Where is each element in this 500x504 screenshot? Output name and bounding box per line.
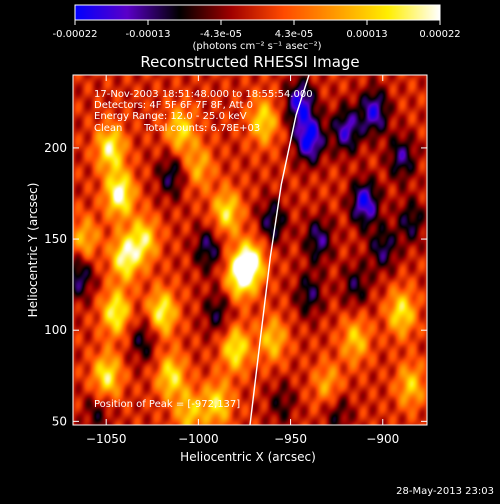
footer-timestamp: 28-May-2013 23:03 [396,486,494,497]
colorbar-tick-label: -0.00022 [53,29,98,40]
colorbar [74,4,441,21]
colorbar-tick-label: 0.00013 [346,29,387,40]
y-tick-label: 50 [52,414,67,428]
chart-title: Reconstructed RHESSI Image [140,53,359,71]
x-tick-label: −1050 [86,432,127,446]
y-tick-label: 200 [44,141,67,155]
solar-limb-curve [249,75,310,425]
y-tick-label: 100 [44,323,67,337]
colorbar-tick-label: -4.3e-05 [200,29,242,40]
annotation-total-counts: Total counts: 6.78E+03 [143,123,260,134]
annotation-peak-position: Position of Peak = [-972,137] [94,399,240,410]
annotation-clean-label: Clean [94,123,122,134]
colorbar-tick-label: -0.00013 [126,29,171,40]
x-tick-label: −900 [366,432,399,446]
plot-frame [72,74,428,426]
annotation-detectors: Detectors: 4F 5F 6F 7F 8F, Att 0 [94,100,253,111]
y-tick-label: 150 [44,232,67,246]
x-axis-ticks: −1050 −1000 −950 −900 [86,75,399,446]
annotation-energy-range: Energy Range: 12.0 - 25.0 keV [94,111,247,122]
colorbar-ticks: -0.00022 -0.00013 -4.3e-05 4.3e-05 0.00013 0.… [53,20,461,40]
heatmap-image [73,75,427,425]
annotation-time-range: 17-Nov-2003 18:51:48.000 to 18:55:54.000 [94,89,313,100]
colorbar-unit-label: (photons cm⁻² s⁻¹ asec⁻²) [192,41,321,52]
x-axis-label: Heliocentric X (arcsec) [180,450,316,464]
x-tick-label: −950 [274,432,307,446]
x-tick-label: −1000 [178,432,219,446]
y-axis-label: Heliocentric Y (arcsec) [26,183,40,318]
heatmap-area [73,75,427,425]
colorbar-tick-label: 4.3e-05 [275,29,313,40]
colorbar-tick-label: 0.00022 [419,29,460,40]
y-axis-ticks: 50 100 150 200 [44,141,427,428]
